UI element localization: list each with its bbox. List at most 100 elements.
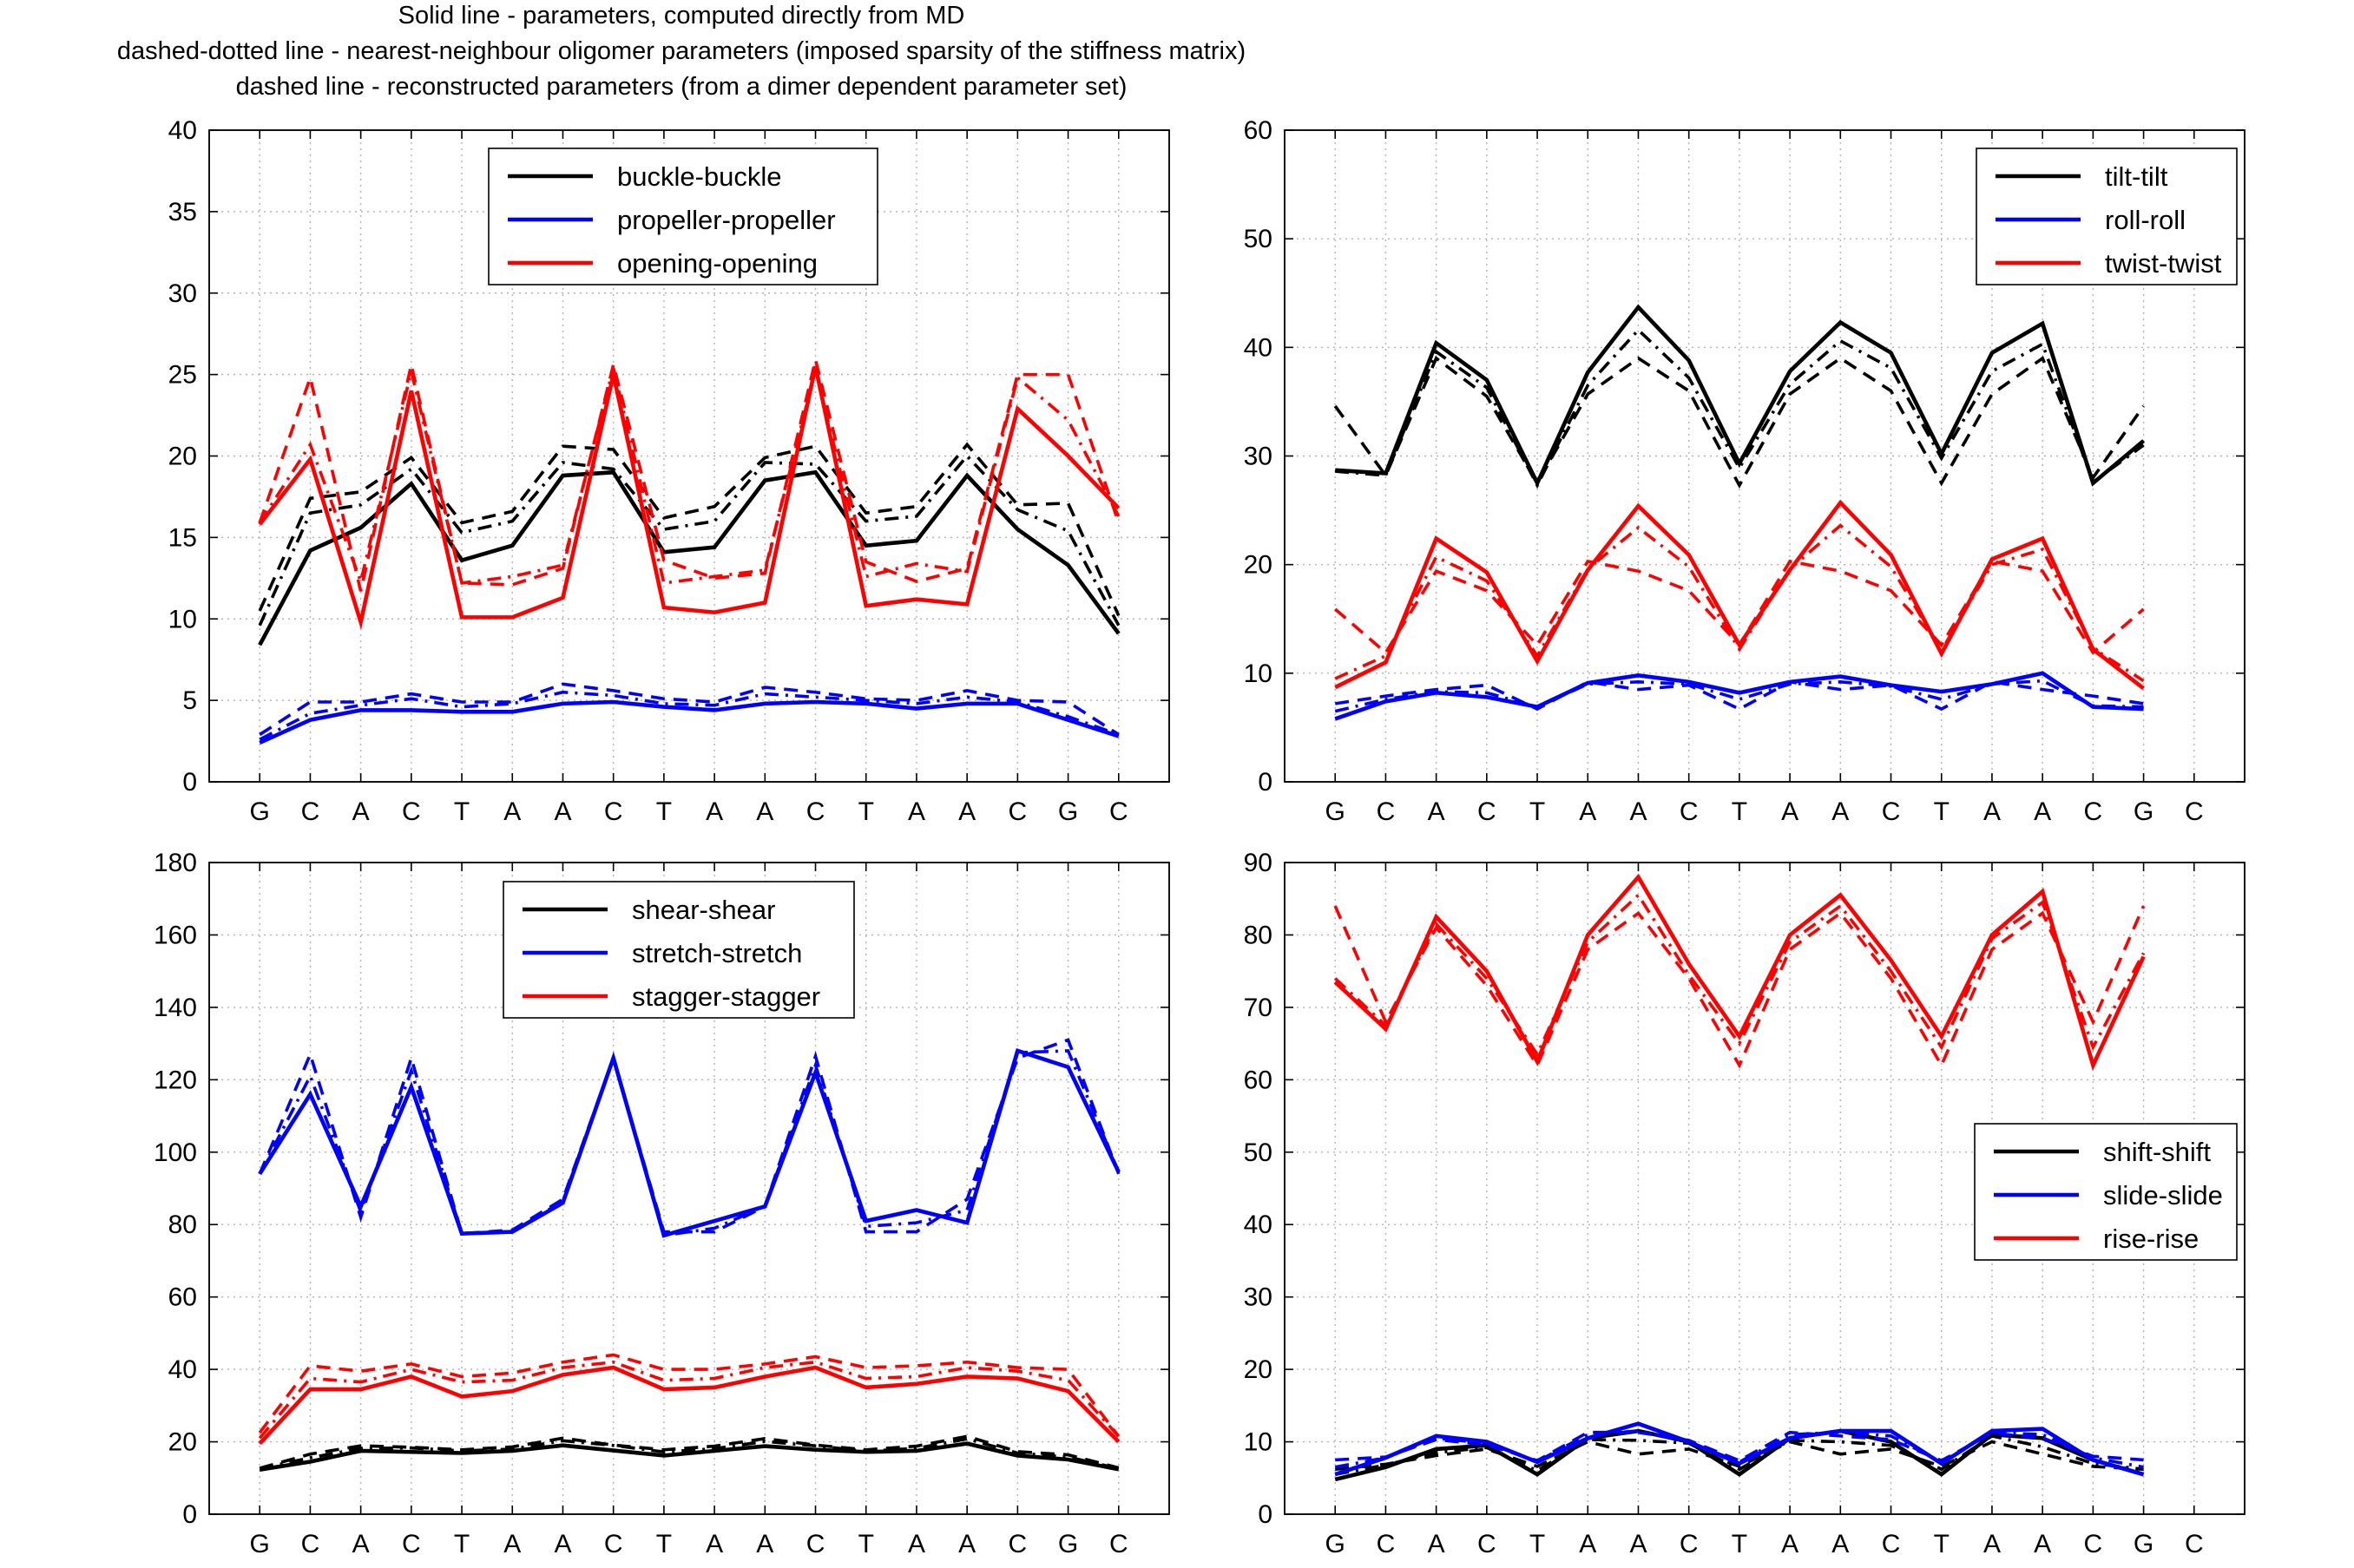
figure-title-line-2: dashed-dotted line - nearest-neighbour o… — [117, 37, 1246, 65]
y-tick-label: 40 — [1244, 1210, 1272, 1239]
legend-label: shift-shift — [2103, 1137, 2211, 1167]
y-tick-label: 20 — [168, 1428, 197, 1457]
x-tick-label: A — [908, 797, 925, 826]
series-line-red-solid — [1333, 873, 2146, 1072]
legend: shear-shear stretch-stretch stagger-stagge… — [503, 881, 855, 1019]
x-tick-label: A — [1983, 797, 2001, 826]
y-tick-label: 100 — [154, 1138, 197, 1167]
y-tick-label: 0 — [182, 1500, 197, 1529]
series-line-black-dashdot — [259, 1437, 1120, 1471]
series-line-red-dashed — [1334, 559, 2145, 655]
y-tick-label: 5 — [182, 686, 197, 715]
y-tick-label: 35 — [168, 198, 197, 226]
series-line-red-dashed — [258, 359, 1121, 592]
legend-label: rise-rise — [2103, 1224, 2199, 1254]
series-line-red-dashdot — [1333, 892, 2146, 1058]
y-tick-label: 20 — [1244, 1355, 1272, 1384]
legend: buckle-buckle propeller-propeller opening-… — [488, 148, 878, 285]
y-tick-label: 50 — [1244, 225, 1272, 253]
x-tick-label: A — [1781, 797, 1798, 826]
panel-top-left: 0 5 10 15 20 25 30 35 40 G C A C T A A C T A A C T A A C G Cbuckle… — [168, 116, 1170, 826]
y-tick-label: 60 — [1244, 1066, 1272, 1094]
x-tick-label: A — [756, 797, 773, 826]
x-tick-label: C — [1680, 797, 1699, 826]
legend-label: stretch-stretch — [632, 938, 802, 968]
legend-label: propeller-propeller — [617, 205, 836, 235]
series-line-blue-dashed — [1334, 679, 2144, 712]
legend-label: stagger-stagger — [632, 981, 820, 1012]
x-tick-label: A — [2034, 1530, 2051, 1558]
series-line-red-dashdot — [258, 1360, 1121, 1440]
y-tick-label: 80 — [1244, 921, 1272, 949]
y-tick-label: 60 — [168, 1283, 197, 1312]
x-tick-label: A — [503, 797, 521, 826]
x-tick-label: C — [301, 1530, 320, 1558]
x-tick-label: C — [604, 797, 623, 826]
x-tick-label: C — [2185, 1530, 2204, 1558]
x-tick-label: A — [1629, 797, 1647, 826]
series-line-black-dashed — [1333, 356, 2146, 489]
y-tick-label: 60 — [1244, 116, 1272, 145]
legend-label: buckle-buckle — [617, 161, 782, 192]
y-tick-label: 15 — [168, 523, 197, 552]
x-tick-label: C — [2185, 797, 2204, 826]
series-line-red-dashed — [1333, 905, 2146, 1069]
x-tick-label: G — [2134, 797, 2153, 826]
y-tick-label: 20 — [168, 443, 197, 471]
x-tick-label: T — [454, 1530, 470, 1558]
x-tick-label: C — [1009, 1530, 1028, 1558]
x-tick-label: T — [454, 797, 470, 826]
y-tick-label: 120 — [154, 1066, 197, 1094]
series-line-black-solid — [259, 1441, 1120, 1472]
x-tick-label: C — [1009, 797, 1028, 826]
panel-top-right: 0 10 20 30 40 50 60 G C A C T A A C T A A C T A A C G Ctilt-tilt… — [1244, 116, 2246, 826]
x-tick-label: A — [1428, 1530, 1445, 1558]
y-tick-label: 50 — [1244, 1138, 1272, 1167]
x-tick-label: A — [1629, 1530, 1647, 1558]
legend-label: opening-opening — [617, 248, 818, 279]
series-line-red-solid — [258, 1365, 1121, 1446]
x-tick-label: C — [2084, 797, 2103, 826]
panel-bottom-left: 0 20 40 60 80 100 120 140 160 180 G C A C T A A C T A A C T A A C… — [154, 849, 1170, 1558]
x-tick-label: G — [1058, 1530, 1078, 1558]
x-tick-label: T — [656, 797, 672, 826]
figure-title-line-1: Solid line - parameters, computed direct… — [398, 2, 965, 30]
x-tick-label: T — [1732, 1530, 1747, 1558]
series-line-black-solid — [1335, 304, 2146, 489]
x-tick-label: T — [858, 797, 874, 826]
series-line-black-dashdot — [258, 453, 1121, 627]
legend-label: tilt-tilt — [2105, 161, 2168, 192]
series-line-blue-dashed — [1335, 1430, 2144, 1463]
y-tick-label: 10 — [168, 605, 197, 633]
x-tick-label: C — [1377, 797, 1396, 826]
y-tick-label: 160 — [154, 921, 197, 949]
x-tick-label: A — [554, 1530, 571, 1558]
series-line-black-dashdot — [1334, 1434, 2144, 1476]
series-line-blue-solid — [1334, 671, 2144, 721]
x-tick-label: A — [1579, 797, 1596, 826]
series-line-red-solid — [258, 365, 1121, 631]
legend-label: twist-twist — [2105, 248, 2222, 279]
legend-label: shear-shear — [632, 895, 775, 925]
x-tick-label: C — [604, 1530, 623, 1558]
x-tick-label: C — [1377, 1530, 1396, 1558]
series-line-blue-dashed — [258, 1038, 1121, 1236]
x-tick-label: A — [908, 1530, 925, 1558]
legend-label: slide-slide — [2103, 1180, 2223, 1210]
x-tick-label: A — [1983, 1530, 2001, 1558]
x-tick-label: A — [756, 1530, 773, 1558]
x-tick-label: G — [2134, 1530, 2153, 1558]
x-tick-label: A — [2034, 797, 2051, 826]
series-line-blue-dashed — [259, 682, 1120, 737]
figure-title-line-3: dashed line - reconstructed parameters (… — [236, 73, 1128, 101]
x-tick-label: A — [958, 797, 976, 826]
axes-border — [1284, 862, 2246, 1515]
y-tick-label: 180 — [154, 849, 197, 877]
x-tick-label: T — [656, 1530, 672, 1558]
x-tick-label: T — [1529, 1530, 1545, 1558]
axes-border — [208, 862, 1170, 1515]
y-tick-label: 40 — [1244, 333, 1272, 362]
y-tick-label: 0 — [1258, 768, 1272, 797]
x-tick-label: C — [806, 1530, 825, 1558]
y-tick-label: 90 — [1244, 849, 1272, 877]
